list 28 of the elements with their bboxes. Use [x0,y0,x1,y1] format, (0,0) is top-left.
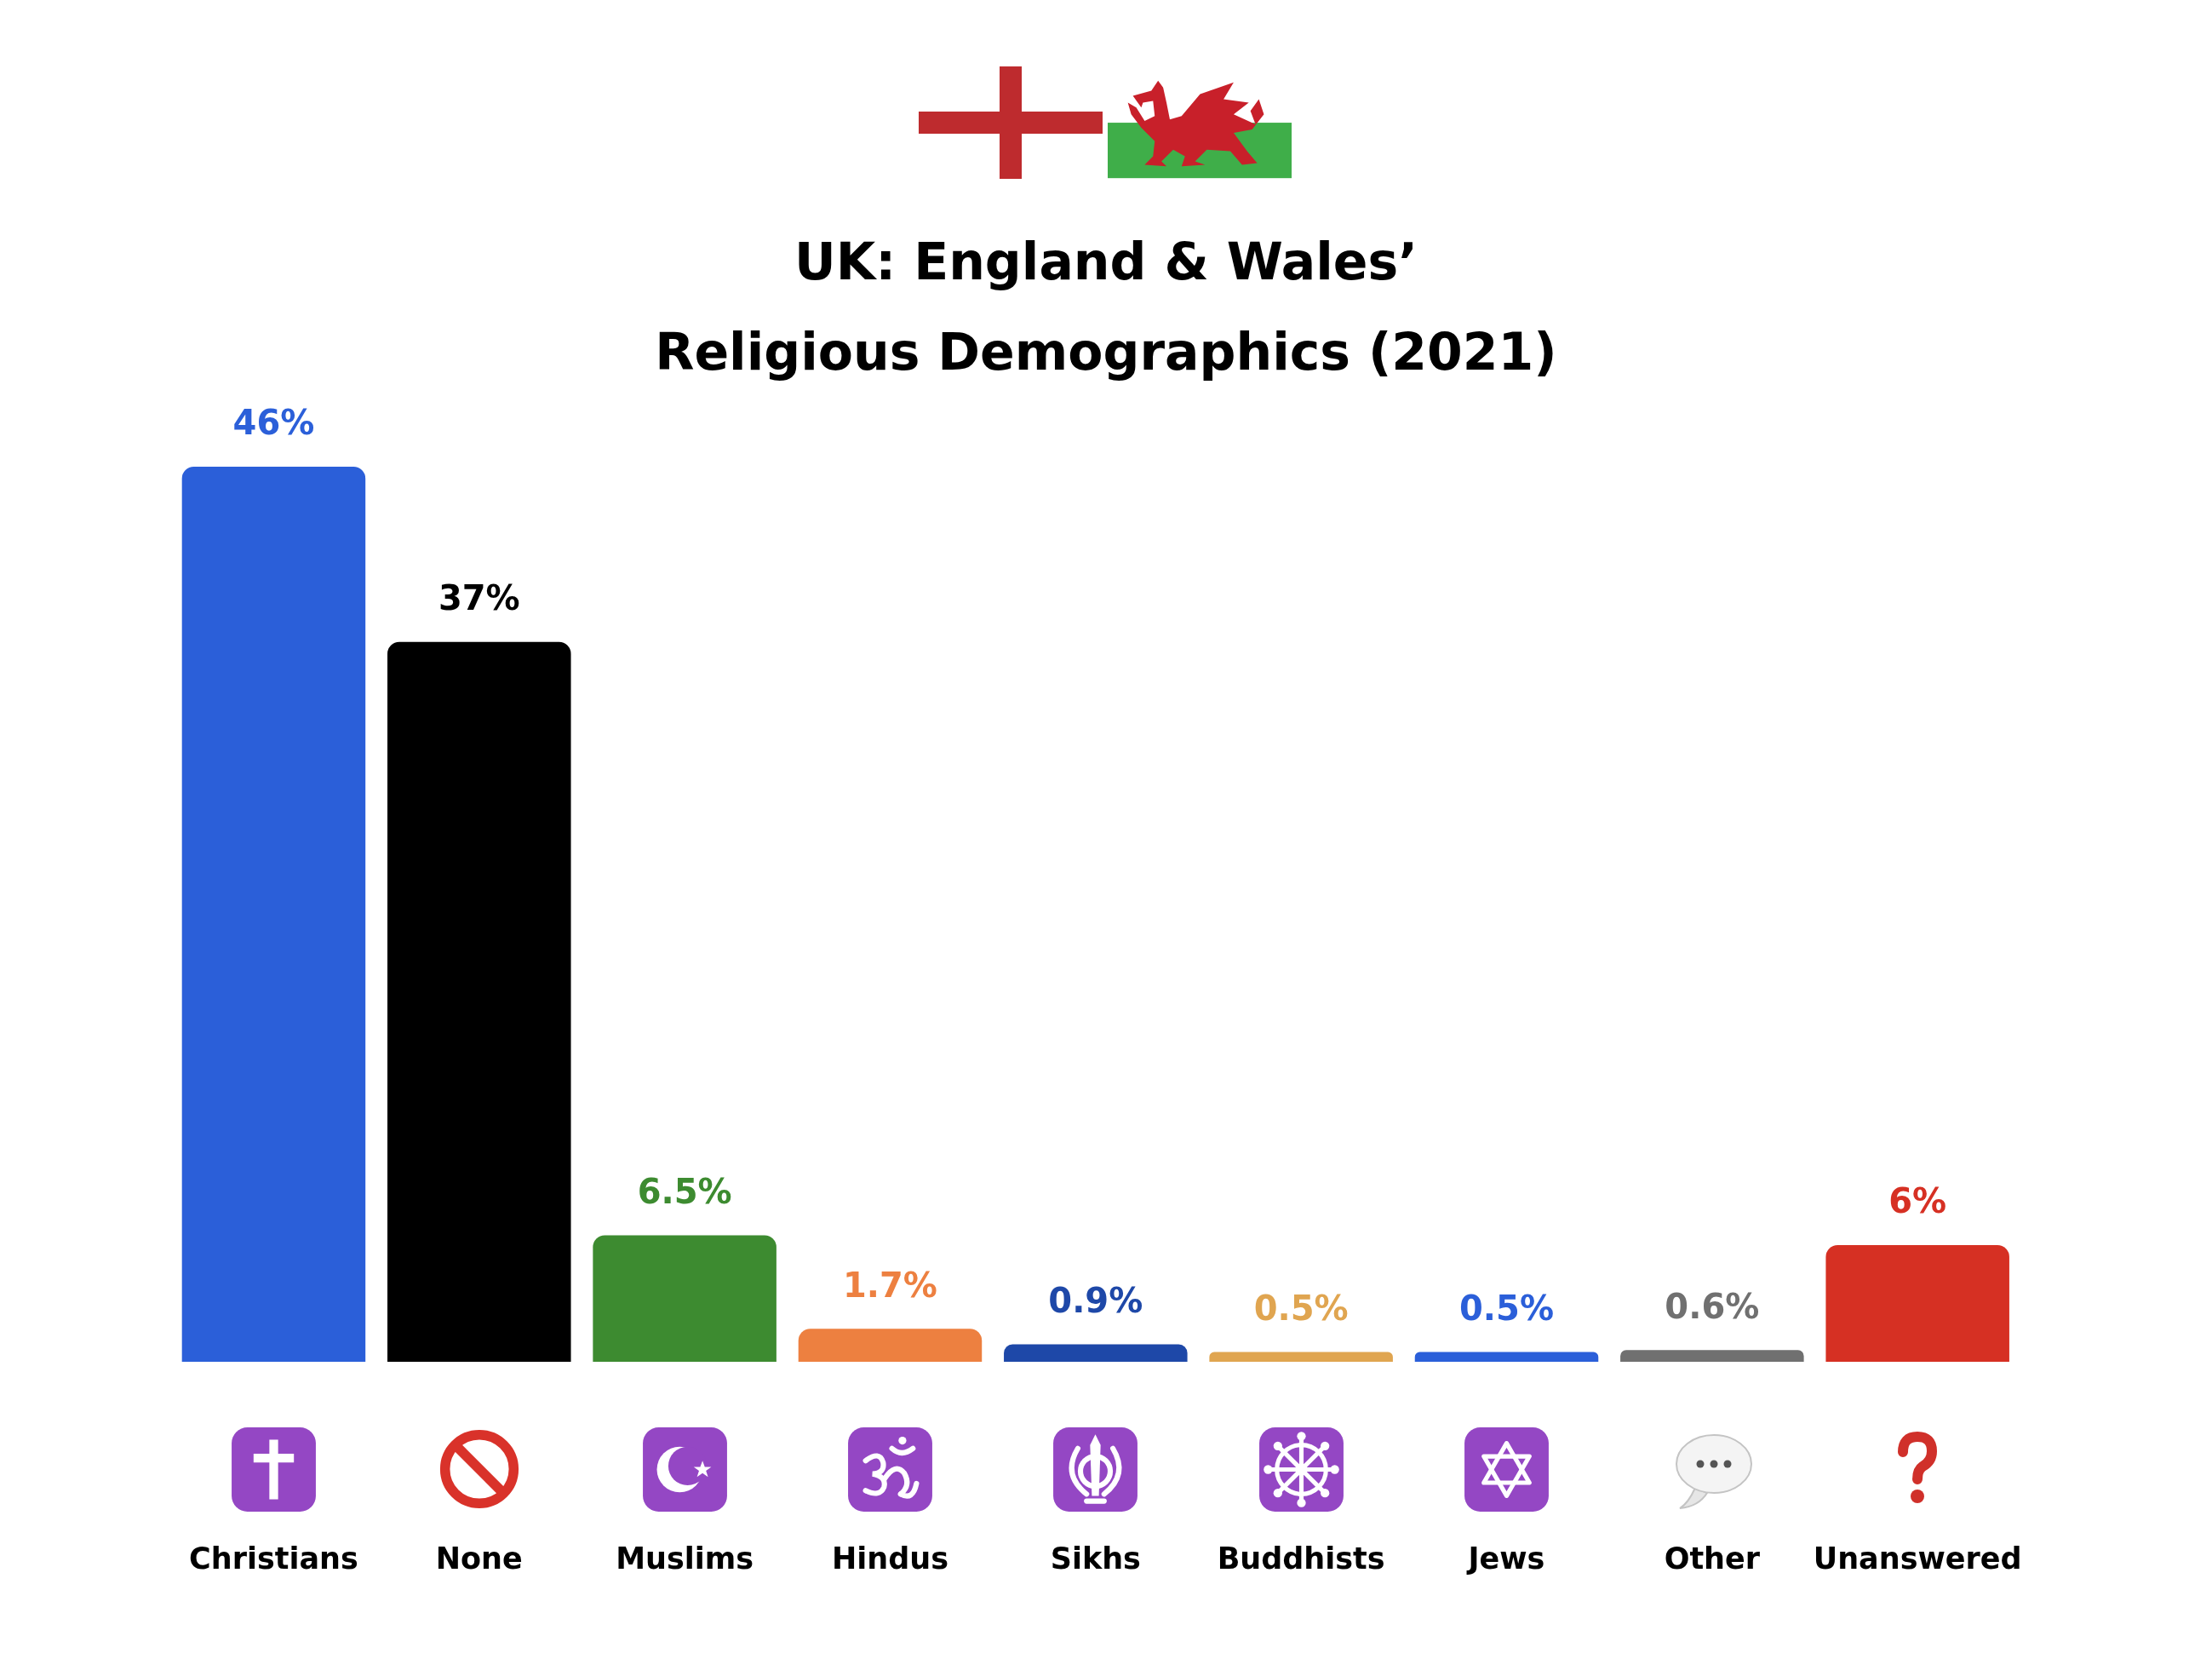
data-label: 0.5% [1459,1288,1554,1328]
bar [181,467,366,1362]
x-tick-label: None [435,1541,523,1576]
bar [387,641,571,1362]
data-label: 6% [1888,1181,1947,1221]
x-tick-label: Muslims [616,1541,754,1576]
x-tick-label: Christians [189,1541,358,1576]
x-tick-label: Other [1664,1541,1761,1576]
bar [1004,1344,1188,1362]
x-tick-label: Jews [1466,1541,1545,1576]
data-label: 0.5% [1253,1288,1349,1328]
bar [798,1329,983,1362]
bar [1414,1352,1599,1362]
x-tick-label: Sikhs [1050,1541,1141,1576]
chart-title: UK: England & Wales’ Religious Demographics (2021) [654,231,1558,383]
bar [1209,1352,1393,1362]
data-label: 46% [232,403,315,443]
data-label: 0.6% [1665,1286,1760,1326]
bar [1825,1244,2009,1362]
data-label: 0.9% [1048,1280,1143,1320]
bar [593,1235,776,1362]
x-tick-label: Hindus [831,1541,948,1576]
x-tick-label: Buddhists [1217,1541,1385,1576]
x-tick-label: Unanswered [1813,1541,2022,1576]
data-label: 37% [438,578,520,618]
data-label: 6.5% [637,1171,732,1211]
data-label: 1.7% [843,1265,937,1305]
bar [1620,1350,1804,1362]
